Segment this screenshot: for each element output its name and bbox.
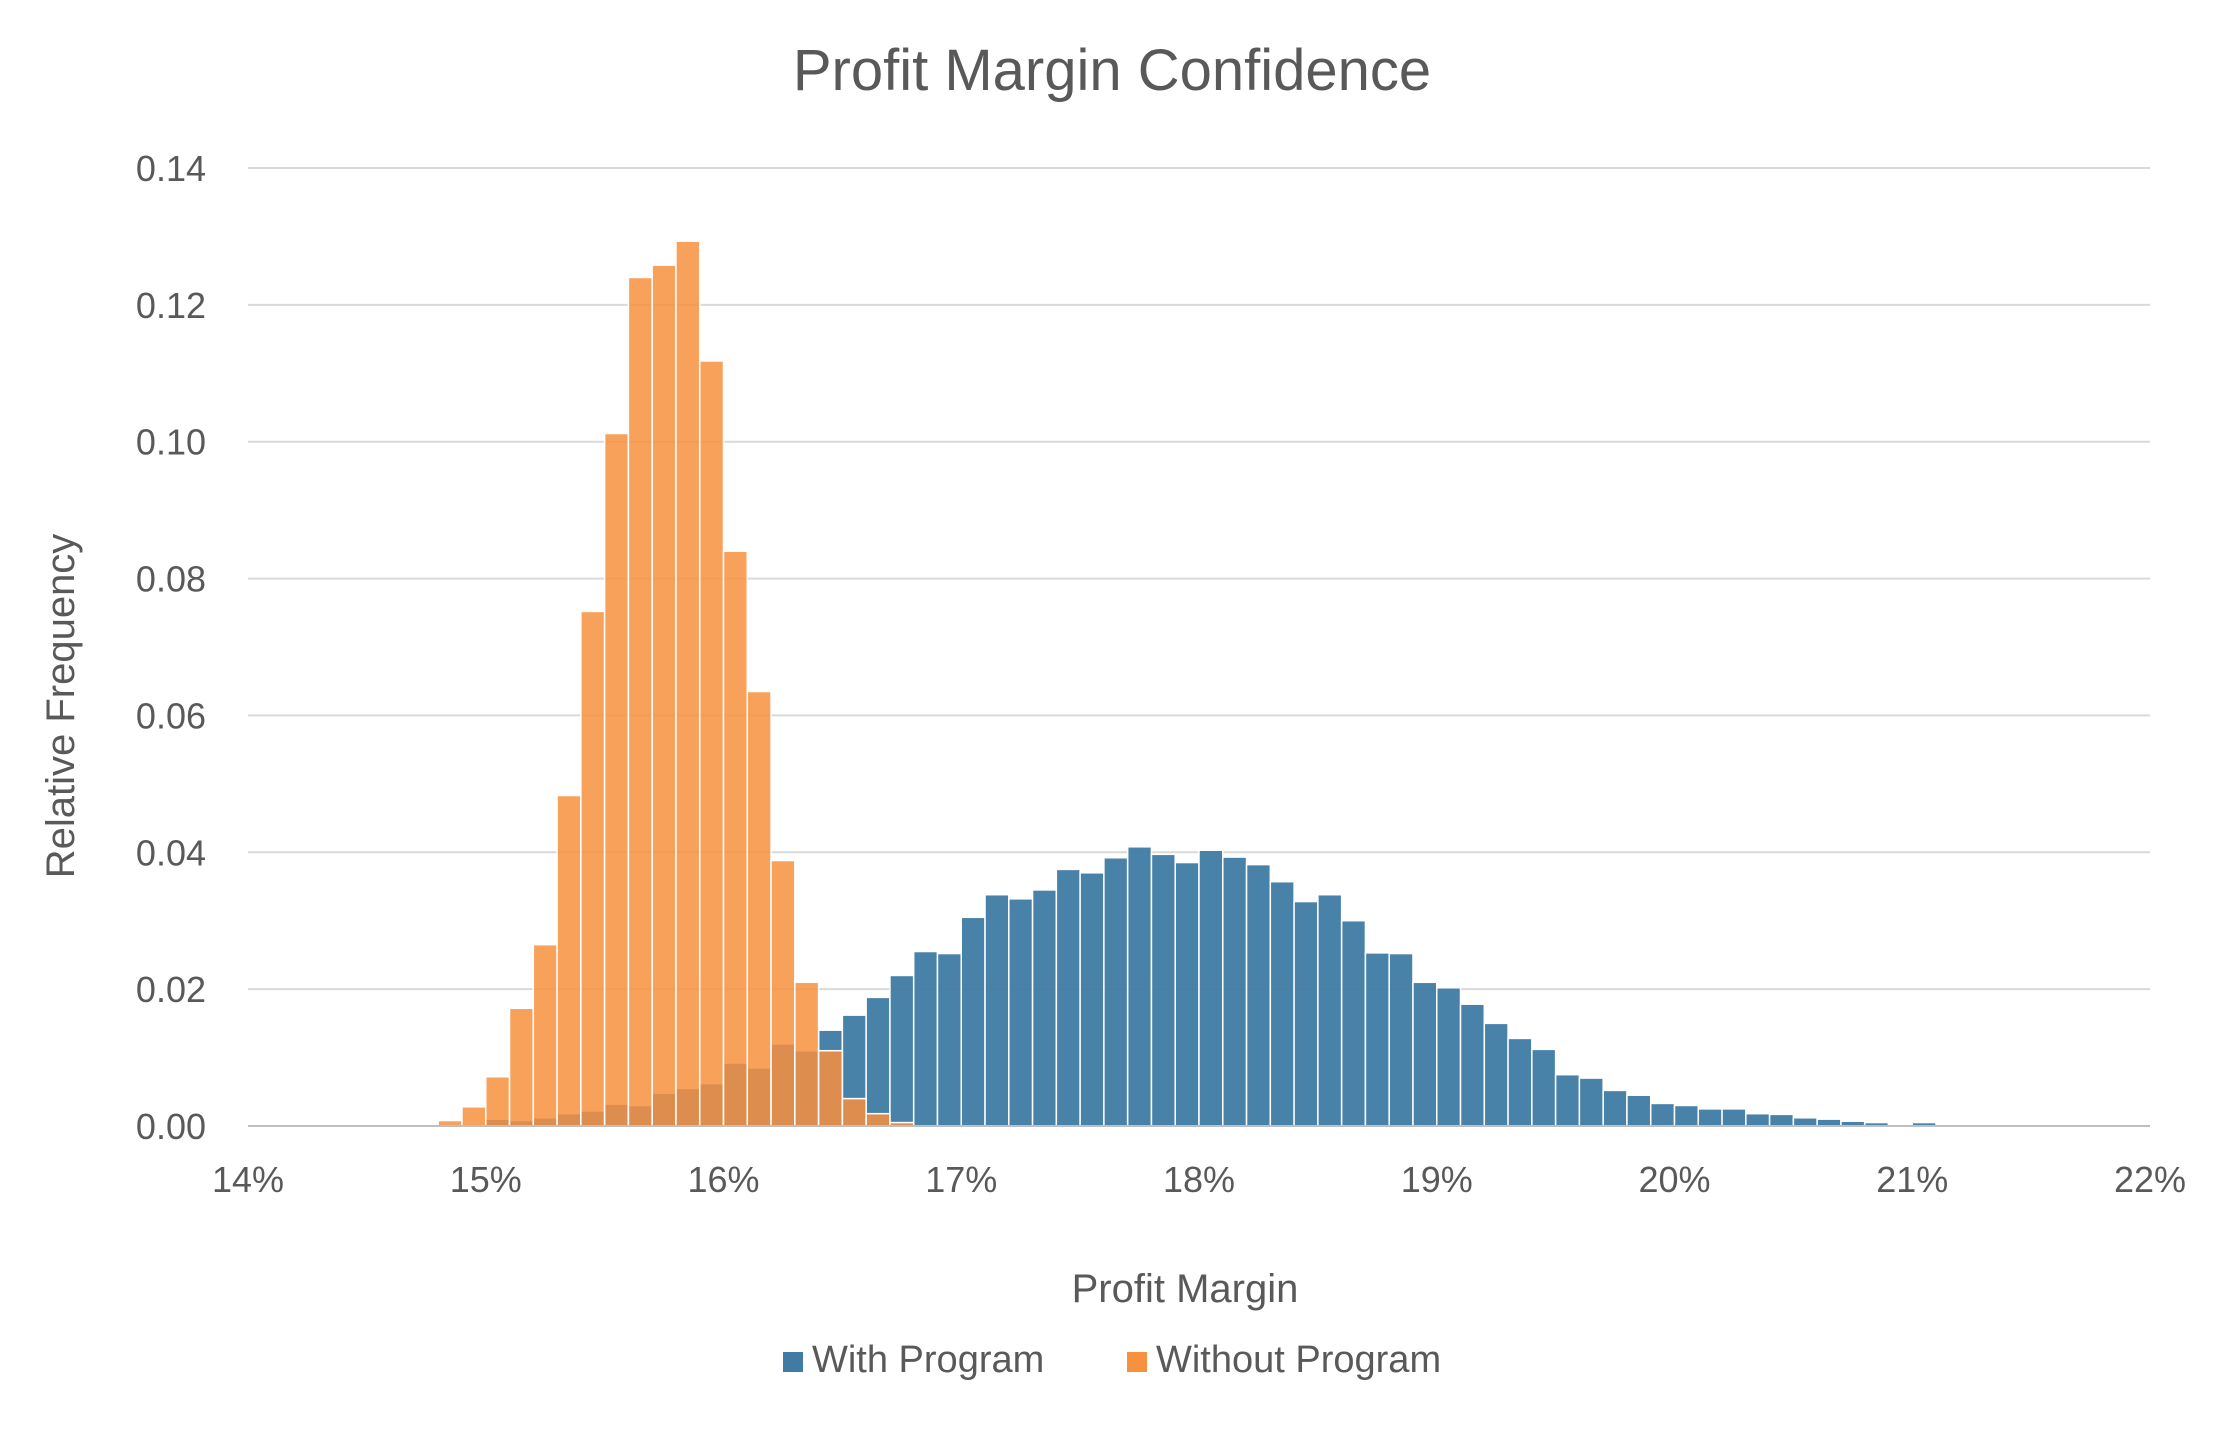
y-tick-label: 0.14 [136, 148, 206, 189]
bar-with-program [865, 996, 891, 1127]
bar-without-program [603, 432, 630, 1127]
bar-with-program [1103, 857, 1129, 1127]
bar-without-program [841, 1097, 867, 1127]
bar-with-program [1721, 1108, 1747, 1127]
x-tick-label: 20% [1638, 1159, 1710, 1200]
bar-with-program [1673, 1104, 1700, 1127]
bar-with-program [1483, 1022, 1509, 1127]
bar-without-program [698, 360, 725, 1127]
x-tick-label: 16% [687, 1159, 759, 1200]
y-tick-label: 0.08 [136, 559, 206, 600]
bar-with-program [1126, 846, 1153, 1127]
bar-with-program [1602, 1089, 1628, 1127]
bar-with-program [1531, 1048, 1557, 1127]
bar-with-program [1412, 981, 1438, 1127]
bar-with-program [984, 893, 1010, 1127]
bar-with-program [1436, 987, 1462, 1127]
bar-without-program [580, 610, 606, 1127]
bar-with-program [1507, 1037, 1533, 1127]
x-tick-label: 21% [1876, 1159, 1948, 1200]
legend-swatch-without-program [1127, 1352, 1147, 1372]
y-tick-label: 0.10 [136, 422, 206, 463]
bar-with-program [1031, 889, 1058, 1127]
bar-without-program [817, 1049, 844, 1127]
y-tick-label: 0.12 [136, 285, 206, 326]
bar-with-program [1578, 1077, 1604, 1127]
bar-with-program [1388, 952, 1414, 1127]
x-tick-label: 22% [2114, 1159, 2186, 1200]
bar-without-program [675, 240, 701, 1127]
x-tick-label: 18% [1163, 1159, 1235, 1200]
bar-with-program [889, 974, 915, 1127]
bar-with-program [1079, 872, 1105, 1127]
bar-with-program [1150, 853, 1176, 1127]
y-axis-tick-labels: 0.00 0.02 0.04 0.06 0.08 0.10 0.12 0.14 [136, 148, 206, 1147]
bar-without-program [532, 943, 558, 1127]
series-without-program [437, 240, 915, 1127]
bar-without-program [485, 1075, 511, 1127]
bar-with-program [1459, 1003, 1486, 1127]
bar-without-program [746, 690, 772, 1127]
y-tick-label: 0.02 [136, 969, 206, 1010]
legend-swatch-with-program [783, 1352, 803, 1372]
bar-with-program [1008, 898, 1034, 1127]
y-tick-label: 0.04 [136, 832, 206, 873]
bar-without-program [651, 264, 677, 1127]
bar-with-program [960, 916, 986, 1127]
bar-with-program [1745, 1112, 1771, 1127]
bar-with-program [912, 950, 939, 1127]
bar-with-program [1222, 856, 1248, 1127]
chart-title: Profit Margin Confidence [793, 38, 1431, 103]
bar-with-program [1792, 1117, 1818, 1127]
bar-with-program [1626, 1094, 1652, 1127]
bar-without-program [508, 1007, 535, 1127]
bar-without-program [865, 1112, 891, 1127]
x-tick-label: 15% [450, 1159, 522, 1200]
bar-without-program [794, 981, 820, 1127]
bar-with-program [1554, 1073, 1581, 1127]
x-axis-tick-labels: 14% 15% 16% 17% 18% 19% 20% 21% 22% [212, 1159, 2186, 1200]
bar-with-program [1055, 868, 1081, 1127]
bar-with-program [936, 952, 962, 1127]
bar-with-program [1317, 893, 1343, 1127]
bar-with-program [1340, 919, 1367, 1127]
bar-with-program [1697, 1108, 1723, 1127]
bar-with-program [1269, 880, 1295, 1127]
bar-with-program [1768, 1113, 1795, 1127]
legend: With Program Without Program [783, 1339, 1441, 1381]
y-tick-label: 0.06 [136, 695, 206, 736]
bar-without-program [722, 550, 749, 1127]
bar-with-program [1245, 863, 1272, 1127]
legend-label-with-program: With Program [812, 1339, 1044, 1381]
y-tick-label: 0.00 [136, 1106, 206, 1147]
bar-without-program [556, 794, 582, 1127]
bar-with-program [1816, 1118, 1842, 1127]
bar-with-program [1364, 952, 1390, 1127]
bar-with-program [1198, 849, 1224, 1127]
bar-with-program [1174, 861, 1200, 1127]
legend-label-without-program: Without Program [1156, 1339, 1441, 1381]
x-tick-label: 19% [1401, 1159, 1473, 1200]
x-tick-label: 14% [212, 1159, 284, 1200]
x-axis-label: Profit Margin [1072, 1267, 1299, 1311]
bar-without-program [770, 859, 796, 1127]
bar-with-program [1293, 900, 1319, 1127]
bar-with-program [1649, 1102, 1676, 1127]
y-axis-label: Relative Frequency [39, 534, 83, 879]
bar-without-program [461, 1106, 487, 1127]
bar-without-program [627, 276, 653, 1127]
x-tick-label: 17% [925, 1159, 997, 1200]
